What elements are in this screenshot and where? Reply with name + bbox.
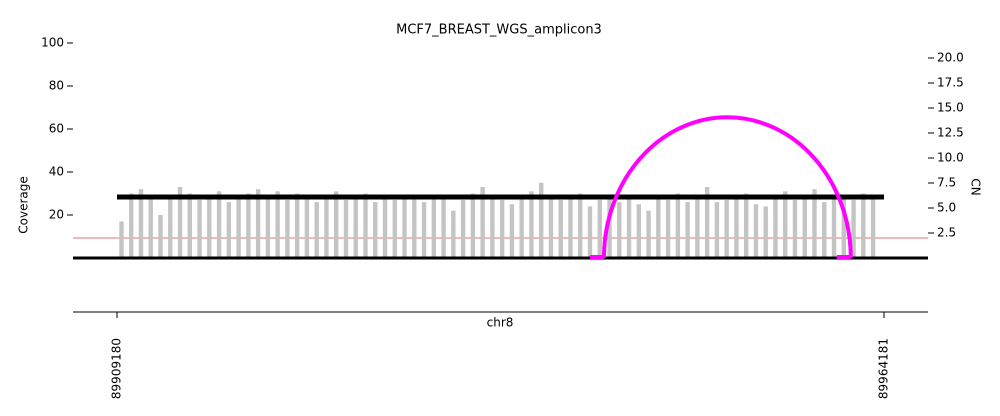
coverage-bar xyxy=(236,197,241,258)
y2-tick-label: 15.0 xyxy=(937,101,964,115)
coverage-bar xyxy=(314,202,319,258)
coverage-bar xyxy=(129,193,134,258)
coverage-bar xyxy=(168,197,173,258)
coverage-bar xyxy=(539,182,544,258)
coverage-bar xyxy=(812,189,817,258)
coverage-bar xyxy=(822,202,827,258)
y-tick-label: 20 xyxy=(49,208,64,222)
coverage-bar xyxy=(207,195,212,258)
coverage-bar xyxy=(695,197,700,258)
coverage-bar xyxy=(704,187,710,258)
coverage-bar xyxy=(138,189,144,258)
coverage-bar xyxy=(753,204,759,258)
coverage-bar xyxy=(324,195,329,258)
coverage-bar xyxy=(343,199,349,258)
coverage-bar xyxy=(626,195,632,258)
coverage-bar xyxy=(177,187,183,258)
coverage-bar xyxy=(441,197,446,258)
coverage-bar xyxy=(255,189,261,258)
coverage-bar xyxy=(460,199,466,258)
y2-tick-label: 17.5 xyxy=(937,76,964,90)
coverage-bar xyxy=(246,193,251,258)
coverage-bar xyxy=(773,195,778,258)
x-tick-label: 89964181 xyxy=(876,338,890,399)
coverage-bar xyxy=(197,199,202,258)
x-tick-label: 89909180 xyxy=(109,338,123,399)
coverage-bar xyxy=(187,193,192,258)
y-tick-label: 40 xyxy=(49,165,64,179)
y-tick-label: 60 xyxy=(49,122,64,136)
coverage-bar xyxy=(158,215,163,258)
coverage-bar xyxy=(412,197,417,258)
coverage-bar xyxy=(499,199,505,258)
coverage-bar xyxy=(148,195,153,258)
coverage-bar xyxy=(275,191,280,258)
coverage-bar xyxy=(382,197,388,258)
coverage-bar xyxy=(285,199,290,258)
y2-tick-label: 10.0 xyxy=(937,151,964,165)
y-tick-label: 100 xyxy=(41,36,64,50)
coverage-bar xyxy=(392,199,397,258)
coverage-bar xyxy=(724,199,729,258)
coverage-bar xyxy=(265,195,271,258)
y-axis-label: Coverage xyxy=(17,176,31,234)
coverage-bar xyxy=(558,199,563,258)
y-tick-label: 80 xyxy=(49,79,64,93)
coverage-bar xyxy=(597,199,602,258)
coverage-bar xyxy=(451,210,456,258)
y2-axis-label: CN xyxy=(969,178,983,195)
coverage-bar xyxy=(861,193,866,258)
coverage-bar xyxy=(587,206,593,258)
coverage-bar xyxy=(646,210,651,258)
coverage-bar xyxy=(675,193,681,258)
coverage-bar xyxy=(373,202,378,258)
y2-tick-label: 7.5 xyxy=(937,176,956,190)
coverage-bar xyxy=(763,206,768,258)
y2-tick-label: 5.0 xyxy=(937,201,956,215)
breakpoint-arc xyxy=(601,115,853,259)
coverage-bar xyxy=(607,197,612,258)
coverage-bar xyxy=(304,197,310,258)
y2-tick-label: 20.0 xyxy=(937,51,964,65)
coverage-bar xyxy=(216,191,222,258)
coverage-bar xyxy=(656,197,661,258)
coverage-bar xyxy=(509,204,515,258)
chart-title: MCF7_BREAST_WGS_amplicon3 xyxy=(396,23,602,38)
coverage-bar xyxy=(802,197,807,258)
coverage-bar xyxy=(783,191,788,258)
coverage-bar xyxy=(353,197,358,258)
coverage-bar xyxy=(402,195,407,258)
coverage-bar xyxy=(226,202,232,258)
coverage-bar xyxy=(490,197,495,258)
coverage-bar xyxy=(548,197,554,258)
coverage-bar xyxy=(119,221,124,258)
x-axis-label: chr8 xyxy=(487,316,514,330)
coverage-bar xyxy=(578,193,583,258)
coverage-bar xyxy=(792,199,798,258)
coverage-bar xyxy=(480,187,485,258)
y2-tick-label: 2.5 xyxy=(937,226,956,240)
coverage-bar xyxy=(743,193,749,258)
coverage-bar xyxy=(470,193,476,258)
coverage-bar xyxy=(334,191,339,258)
coverage-bar xyxy=(568,195,573,258)
coverage-bar xyxy=(431,195,437,258)
coverage-bar xyxy=(734,197,739,258)
coverage-bar xyxy=(685,202,690,258)
coverage-bar xyxy=(851,199,856,258)
coverage-bar xyxy=(363,193,368,258)
coverage-bar xyxy=(841,197,846,258)
coverage-bar xyxy=(831,195,837,258)
coverage-bar xyxy=(636,204,642,258)
coverage-bar xyxy=(529,191,534,258)
coverage-bar xyxy=(421,202,427,258)
coverage-bar xyxy=(870,195,876,258)
coverage-bar xyxy=(714,202,720,258)
coverage-bar xyxy=(519,195,524,258)
coverage-bar xyxy=(665,199,671,258)
coverage-bar xyxy=(617,202,622,258)
coverage-bar xyxy=(294,193,300,258)
y2-tick-label: 12.5 xyxy=(937,126,964,140)
